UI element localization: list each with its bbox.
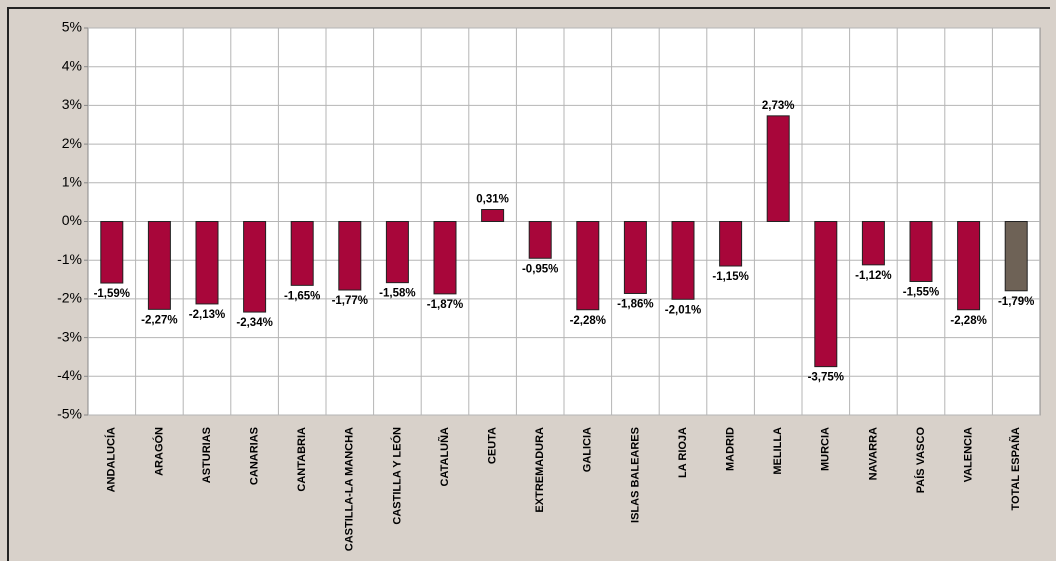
x-tick-label: CASTILLA Y LEÓN [390, 427, 403, 525]
bar [195, 221, 219, 305]
x-tick-label: PAÍS VASCO [914, 427, 927, 494]
x-tick-label: EXTREMADURA [534, 427, 546, 513]
x-tick-label: CASTILLA-LA MANCHA [344, 427, 356, 551]
x-tick-label: GALICIA [582, 427, 594, 472]
data-label: -3,75% [808, 372, 844, 384]
data-label: -2,28% [570, 315, 606, 327]
data-label: -0,95% [522, 263, 558, 275]
data-label: -1,12% [855, 270, 891, 282]
bar [671, 221, 695, 300]
bar [909, 221, 933, 282]
bar [528, 221, 552, 259]
data-label: -1,15% [712, 271, 748, 283]
x-tick-label: CATALUÑA [438, 427, 451, 487]
y-tick-label: -1% [57, 251, 82, 267]
y-tick-label: 3% [62, 96, 82, 112]
bar [243, 221, 267, 313]
y-tick-label: -4% [57, 367, 82, 383]
data-label: -1,59% [94, 288, 130, 300]
x-tick-label: VALENCIA [963, 427, 975, 482]
data-label: -2,27% [141, 314, 177, 326]
bar [481, 209, 505, 223]
data-label: -2,28% [950, 315, 986, 327]
x-tick-label: MELILLA [772, 427, 784, 475]
y-tick-label: -2% [57, 290, 82, 306]
data-label: 0,31% [476, 194, 509, 206]
frame [7, 7, 1050, 561]
y-tick-label: 4% [62, 57, 82, 73]
data-label: -1,86% [617, 299, 653, 311]
bar [814, 221, 838, 368]
y-tick-label: 5% [62, 19, 82, 35]
x-tick-label: CANTABRIA [296, 427, 308, 492]
bar [433, 221, 457, 295]
x-tick-label: NAVARRA [867, 427, 879, 480]
bar [290, 221, 314, 286]
data-label: -1,58% [379, 288, 415, 300]
data-label: -1,79% [998, 296, 1034, 308]
x-tick-label: ASTURIAS [201, 427, 213, 483]
x-tick-label: CEUTA [487, 427, 499, 464]
y-tick-label: 2% [62, 135, 82, 151]
data-label: -2,34% [236, 317, 272, 329]
bar [338, 221, 362, 291]
data-label: -1,77% [332, 295, 368, 307]
bar [957, 221, 981, 311]
x-tick-label: ISLAS BALEARES [629, 427, 641, 523]
bar [719, 221, 743, 267]
y-tick-label: -3% [57, 328, 82, 344]
data-label: 2,73% [762, 100, 795, 112]
x-tick-label: TOTAL ESPAÑA [1009, 427, 1022, 511]
y-tick-label: 1% [62, 174, 82, 190]
bar [100, 221, 124, 284]
bar [861, 221, 885, 266]
bar [385, 221, 409, 284]
x-tick-label: MADRID [725, 427, 737, 471]
x-tick-label: ARAGÓN [152, 427, 165, 476]
y-tick-label: -5% [57, 406, 82, 422]
bar [147, 221, 171, 310]
bar [576, 221, 600, 311]
x-tick-label: ANDALUCÍA [105, 427, 118, 492]
y-tick-label: 0% [62, 212, 82, 228]
x-tick-label: CANARIAS [249, 427, 261, 485]
x-tick-label: MURCIA [820, 427, 832, 471]
data-label: -2,13% [189, 309, 225, 321]
data-label: -2,01% [665, 304, 701, 316]
bar [623, 221, 647, 294]
data-label: -1,55% [903, 287, 939, 299]
x-tick-label: LA RIOJA [677, 427, 689, 478]
data-label: -1,87% [427, 299, 463, 311]
bar [1004, 221, 1028, 292]
bar [766, 115, 790, 222]
data-label: -1,65% [284, 290, 320, 302]
